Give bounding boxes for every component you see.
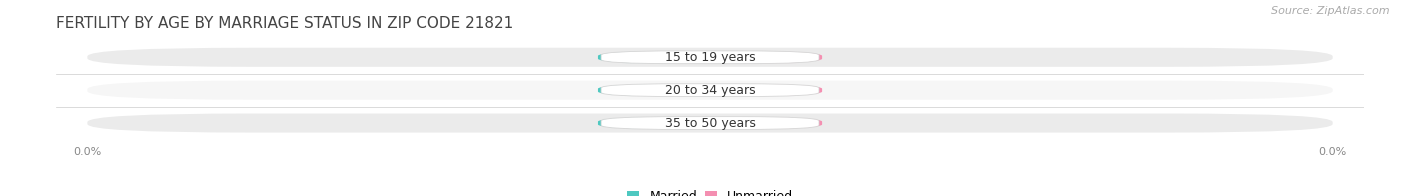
- FancyBboxPatch shape: [87, 81, 1333, 100]
- FancyBboxPatch shape: [602, 117, 818, 129]
- Text: 0.0%: 0.0%: [637, 85, 665, 95]
- Text: 0.0%: 0.0%: [637, 52, 665, 62]
- Text: FERTILITY BY AGE BY MARRIAGE STATUS IN ZIP CODE 21821: FERTILITY BY AGE BY MARRIAGE STATUS IN Z…: [56, 16, 513, 31]
- Text: 35 to 50 years: 35 to 50 years: [665, 117, 755, 130]
- Text: Source: ZipAtlas.com: Source: ZipAtlas.com: [1271, 6, 1389, 16]
- FancyBboxPatch shape: [716, 117, 823, 129]
- FancyBboxPatch shape: [87, 113, 1333, 132]
- Text: 20 to 34 years: 20 to 34 years: [665, 84, 755, 97]
- FancyBboxPatch shape: [602, 84, 818, 97]
- FancyBboxPatch shape: [87, 48, 1333, 67]
- FancyBboxPatch shape: [598, 117, 704, 129]
- Text: 0.0%: 0.0%: [755, 85, 783, 95]
- Text: 0.0%: 0.0%: [755, 52, 783, 62]
- Text: 15 to 19 years: 15 to 19 years: [665, 51, 755, 64]
- FancyBboxPatch shape: [598, 84, 704, 96]
- Legend: Married, Unmarried: Married, Unmarried: [621, 185, 799, 196]
- Text: 0.0%: 0.0%: [755, 118, 783, 128]
- FancyBboxPatch shape: [716, 84, 823, 96]
- FancyBboxPatch shape: [602, 51, 818, 64]
- FancyBboxPatch shape: [716, 52, 823, 63]
- Text: 0.0%: 0.0%: [637, 118, 665, 128]
- FancyBboxPatch shape: [598, 52, 704, 63]
